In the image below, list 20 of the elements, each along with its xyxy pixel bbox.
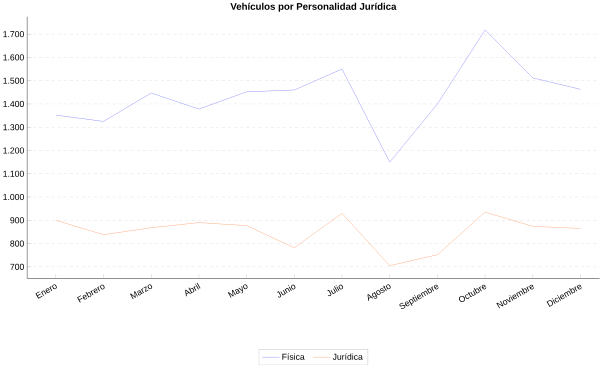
x-tick-label: Junio	[277, 284, 296, 298]
y-tick-label: 1.600	[3, 54, 24, 60]
y-tick-label: 1.700	[3, 30, 24, 38]
legend-label: Jurídica	[332, 353, 363, 360]
y-tick-label: 800	[10, 240, 24, 246]
y-tick-label: 1.500	[3, 78, 24, 84]
x-tick-label: Julio	[327, 284, 344, 296]
chart-title: Vehículos por Personalidad Jurídica	[230, 2, 396, 12]
x-tick-label: Mayo	[228, 284, 248, 298]
legend-label: Física	[282, 353, 305, 360]
line-series	[56, 212, 581, 266]
y-tick-label: 1.300	[3, 124, 24, 130]
y-tick-label: 700	[10, 264, 24, 270]
y-tick-label: 1.000	[3, 194, 24, 200]
x-tick-label: Abril	[185, 282, 200, 296]
y-tick-label: 1.400	[3, 100, 24, 107]
y-tick-label: 1.200	[3, 147, 24, 154]
y-tick-label: 1.100	[3, 170, 24, 177]
line-series	[56, 30, 581, 162]
y-tick-label: 900	[10, 217, 24, 224]
